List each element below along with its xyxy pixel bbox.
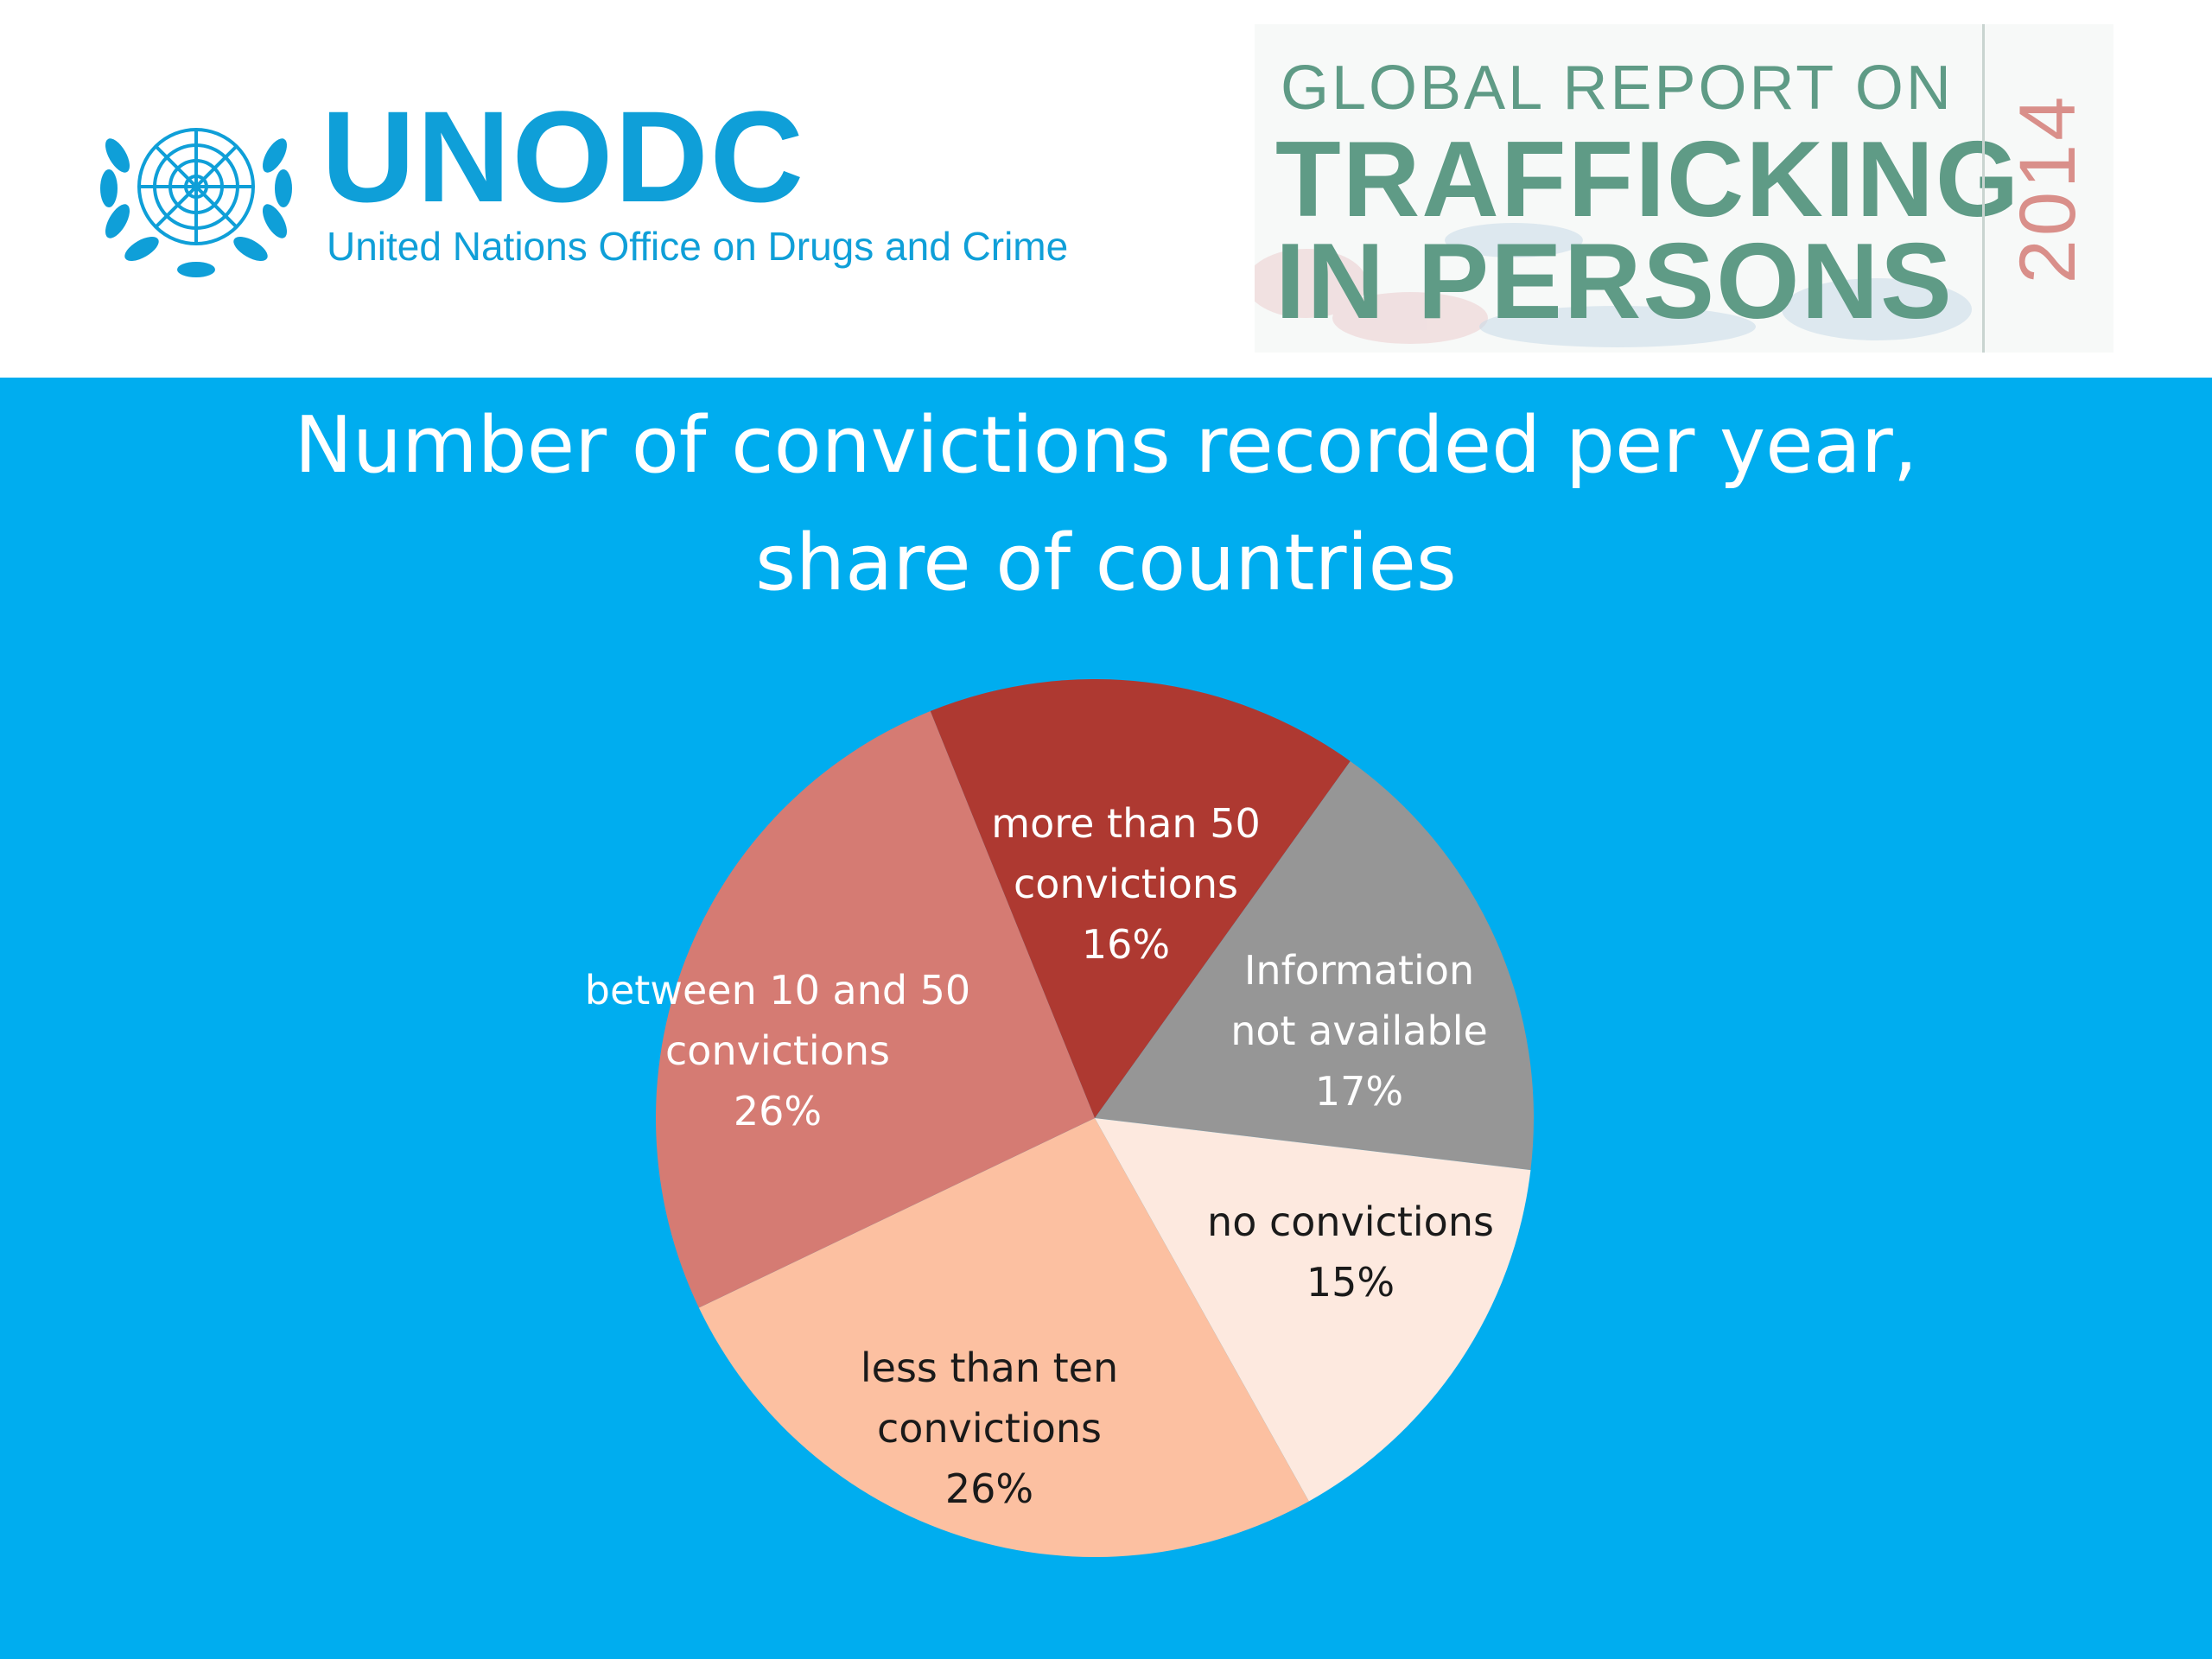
slice-label-text: between 10 and 50 [584,967,971,1014]
slice-label-4: between 10 and 50 convictions 26% [585,960,970,1141]
chart-title: Number of convictions recorded per year,… [0,387,2212,622]
chart-title-line2: share of countries [755,518,1457,608]
chart-title-line1: Number of convictions recorded per year, [294,400,1918,491]
slice-value-label: 17% [1314,1068,1404,1115]
pie-slice-3 [698,1118,1309,1557]
slice-label-2: no convictions 15% [1207,1192,1494,1313]
pie-slice-1 [1095,760,1534,1171]
org-acronym: UNODC [321,84,805,229]
banner-divider [1982,24,1985,353]
report-subtitle: GLOBAL REPORT ON [1281,54,1954,123]
slice-label-text: no convictions [1207,1198,1494,1245]
slice-value-label: 26% [944,1465,1034,1512]
slice-label-3: less than ten convictions 26% [861,1338,1118,1519]
slice-label-text: convictions [877,1405,1102,1452]
report-title-line2: IN PERSONS [1275,222,1954,341]
pie-slice-0 [930,679,1351,1118]
slice-value-label: 16% [1081,921,1171,968]
org-name: United Nations Office on Drugs and Crime [327,224,1069,269]
slice-value-label: 15% [1306,1259,1395,1306]
banner-texture [1255,223,1972,347]
slice-label-text: convictions [1014,861,1238,907]
report-title-line1: TRAFFICKING [1275,120,2021,239]
un-emblem-icon [100,128,292,277]
slice-value-label: 26% [733,1088,823,1135]
slice-label-1: Information not available 17% [1230,940,1488,1122]
slice-label-text: less than ten [860,1344,1119,1391]
slice-label-0: more than 50 convictions 16% [991,793,1260,975]
pie-slice-4 [656,710,1095,1308]
slice-label-text: more than 50 [991,800,1261,847]
pie-slice-2 [1095,1118,1531,1502]
report-banner: GLOBAL REPORT ON TRAFFICKING IN PERSONS … [1255,24,2113,353]
slice-label-text: not available [1230,1007,1488,1054]
slice-label-text: convictions [665,1027,890,1074]
header-bar: UNODC United Nations Office on Drugs and… [0,0,2212,378]
slice-label-text: Information [1243,947,1475,994]
